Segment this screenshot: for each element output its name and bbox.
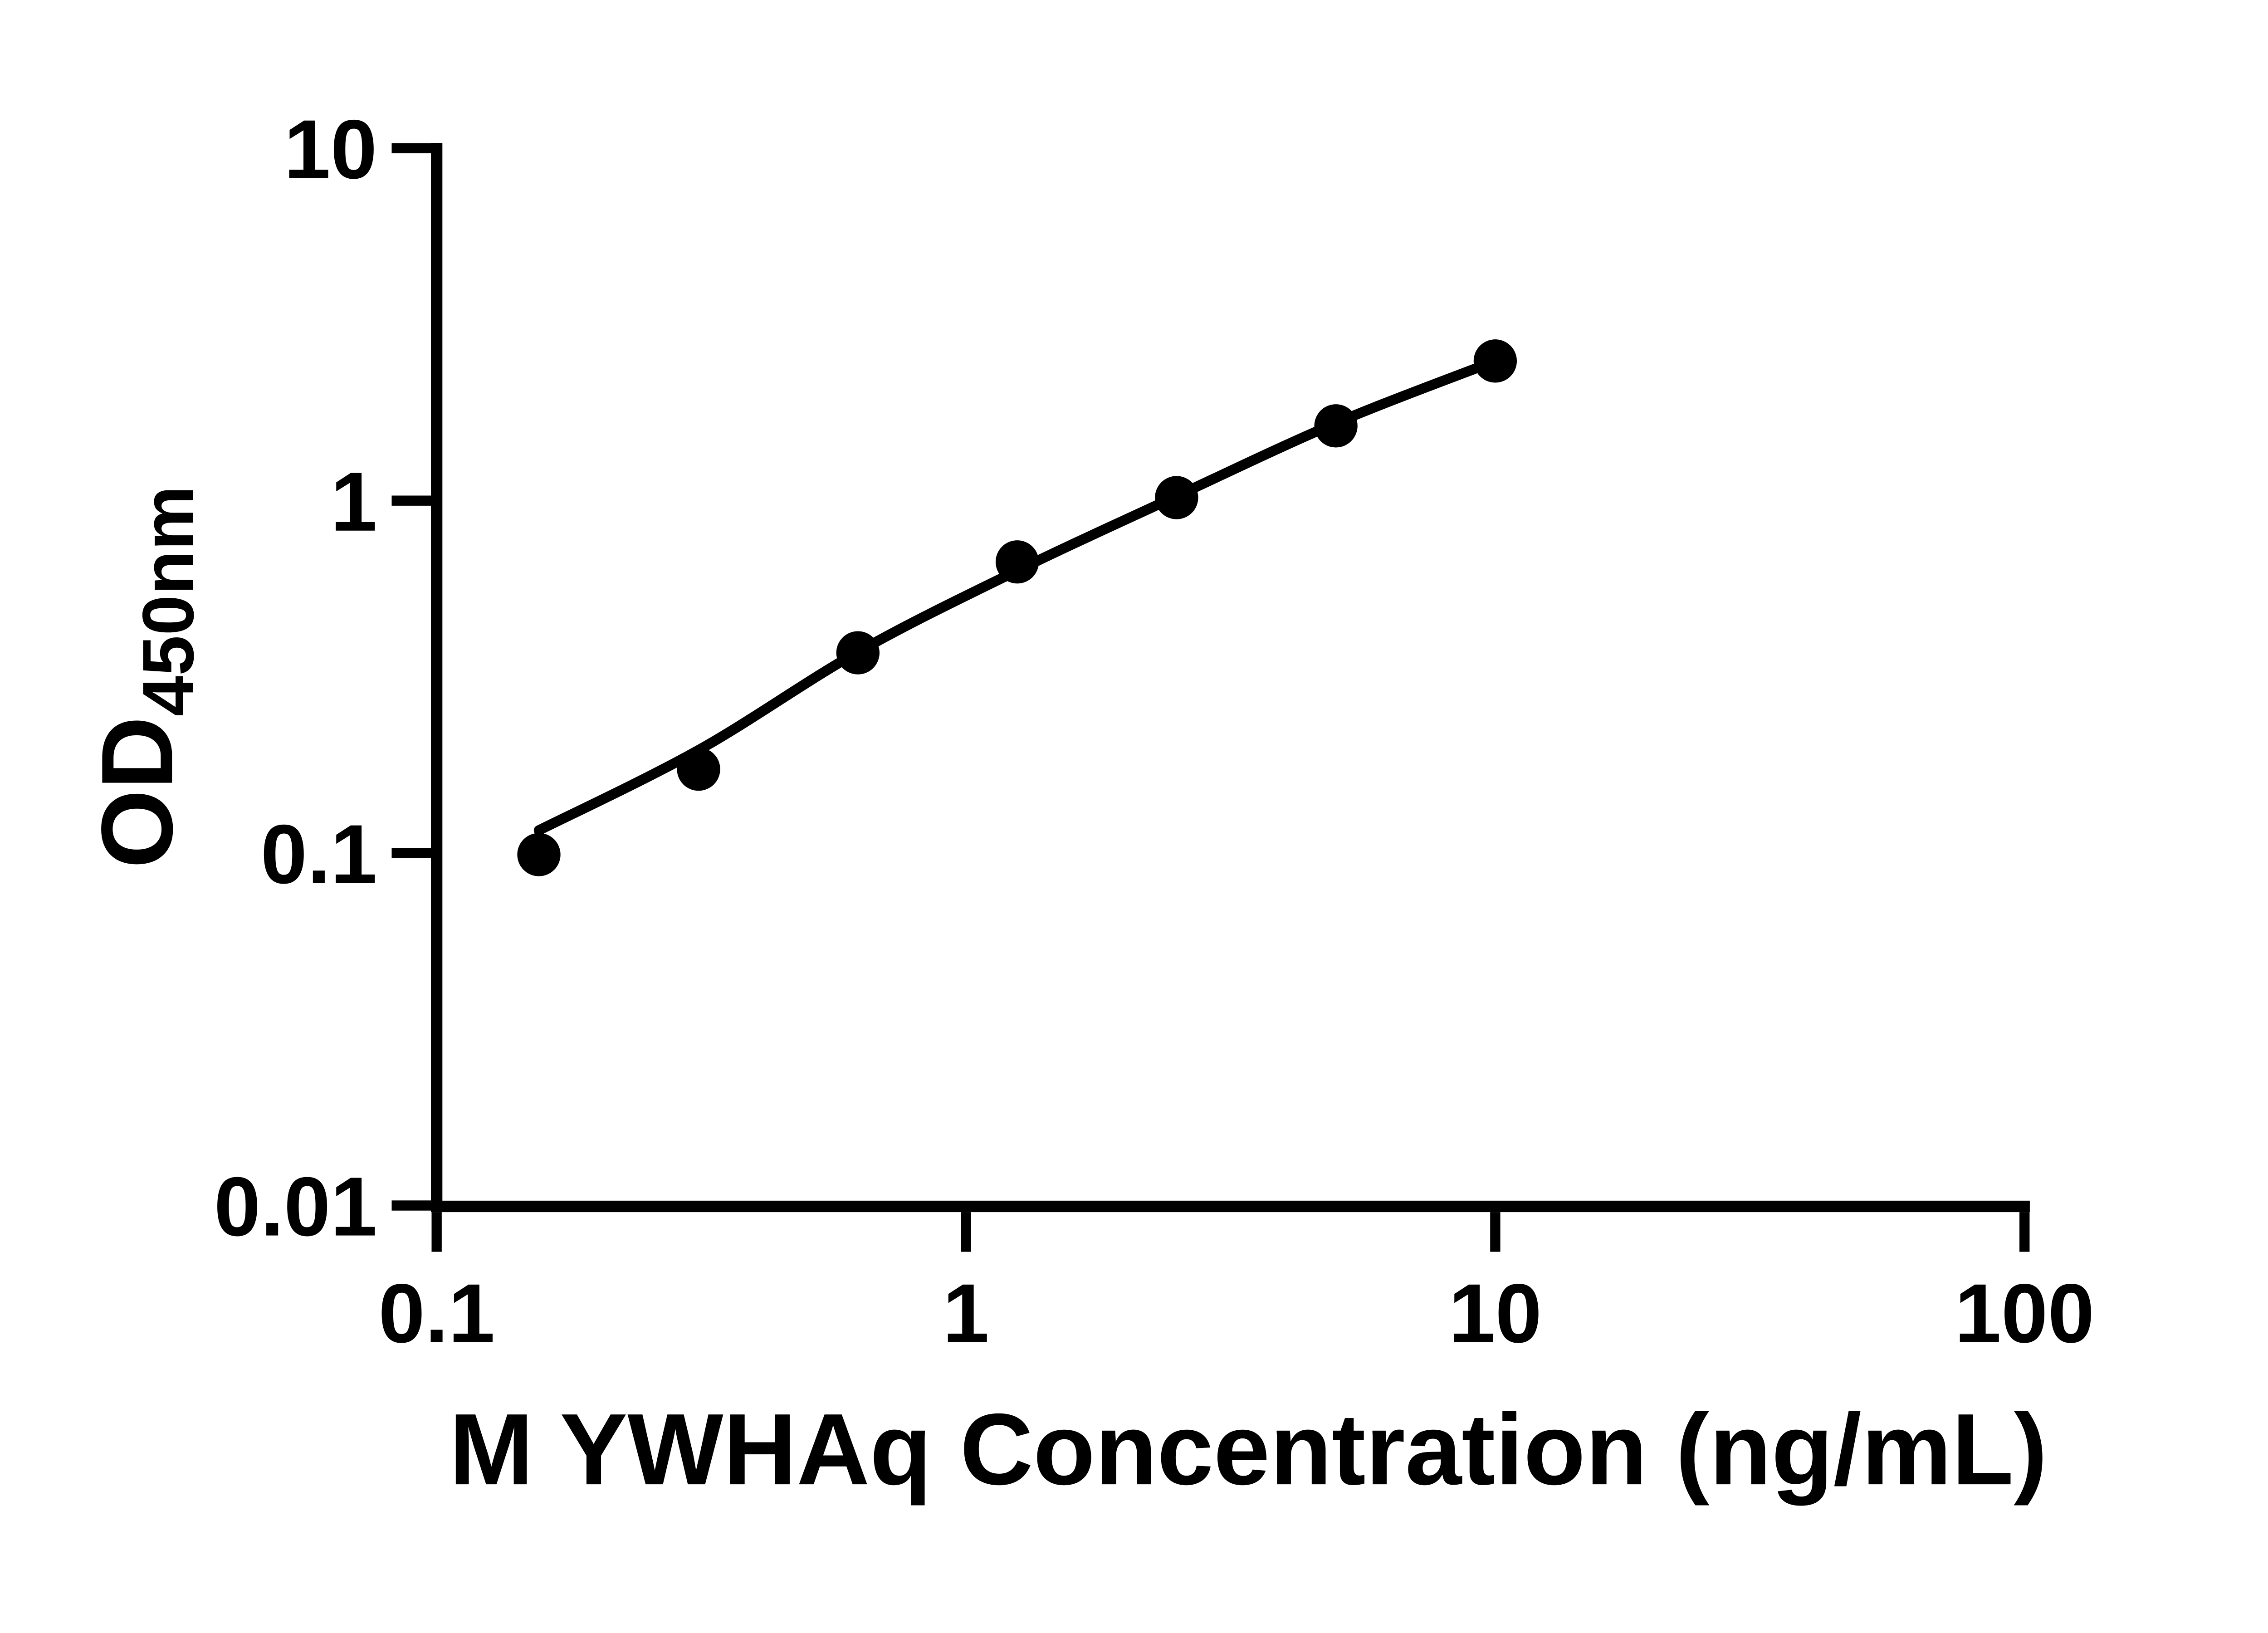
y-tick-label-10: 10 <box>284 103 377 196</box>
x-axis-title: M YWHAq Concentration (ng/mL) <box>449 1393 2048 1506</box>
y-tick-label-1: 1 <box>331 455 377 549</box>
y-axis-ticks: 10 1 0.1 0.01 <box>214 103 431 1254</box>
data-point-3 <box>836 631 880 675</box>
data-point-2 <box>677 747 720 791</box>
data-point-6 <box>1314 404 1358 448</box>
x-tick-label-0.1: 0.1 <box>378 1267 495 1360</box>
x-axis-ticks: 0.1 1 10 100 <box>378 1212 2094 1360</box>
data-points-layer <box>517 339 1517 876</box>
x-tick-label-1: 1 <box>943 1267 989 1360</box>
x-tick-label-10: 10 <box>1449 1267 1542 1360</box>
y-tick-label-0.1: 0.1 <box>261 808 377 901</box>
x-tick-label-100: 100 <box>1955 1267 2094 1360</box>
data-point-1 <box>517 833 561 876</box>
y-axis-title-main: OD <box>81 716 194 868</box>
y-axis-title: OD450nm <box>81 486 209 869</box>
y-axis-title-subscript: 450nm <box>127 486 209 716</box>
data-point-4 <box>995 540 1039 584</box>
y-tick-label-0.01: 0.01 <box>214 1160 377 1254</box>
data-point-7 <box>1473 339 1517 383</box>
plot-background <box>0 0 2268 1588</box>
data-point-5 <box>1155 476 1198 519</box>
elisa-standard-curve-figure: 10 1 0.1 0.01 0.1 1 10 100 M YWHAq Concentrati… <box>0 0 2268 1588</box>
